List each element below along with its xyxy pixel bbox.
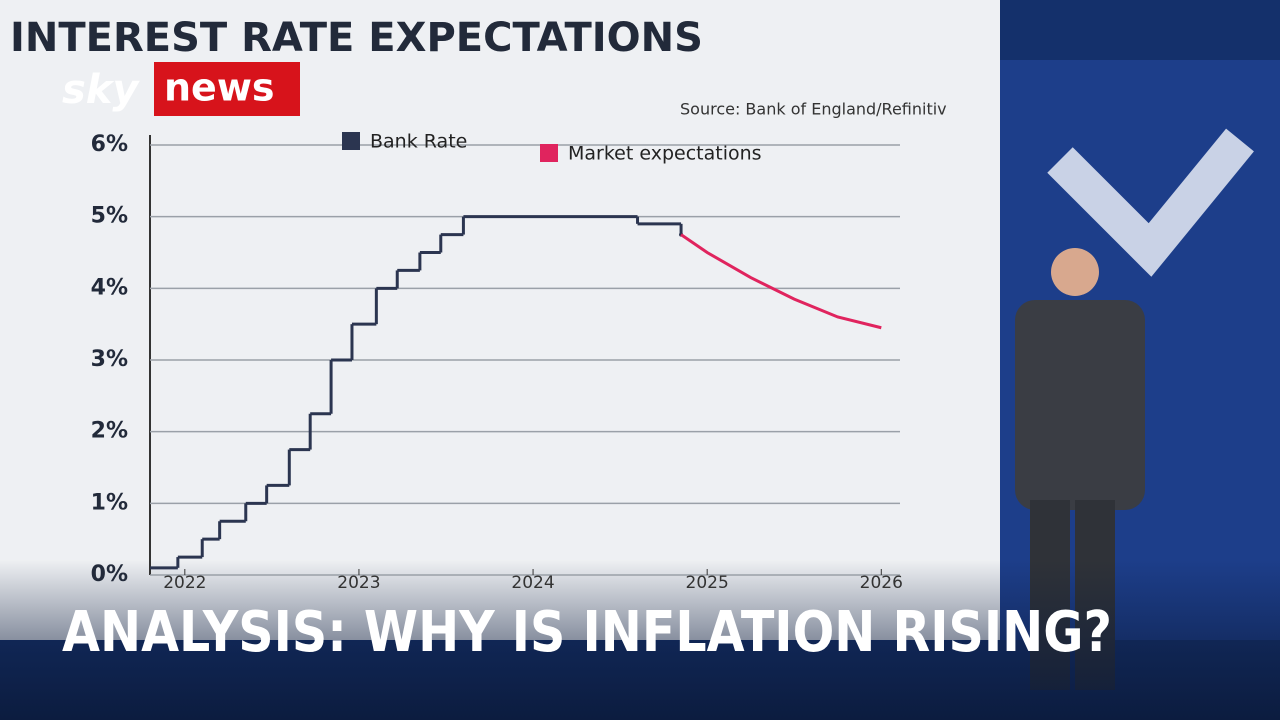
y-tick-label: 5% <box>91 204 128 229</box>
y-tick-label: 3% <box>91 347 128 372</box>
x-tick-label: 2024 <box>511 573 554 593</box>
chart-title: INTEREST RATE EXPECTATIONS <box>10 15 703 61</box>
line <box>680 233 882 330</box>
x-tick-label: 2026 <box>860 573 903 593</box>
y-tick-label: 2% <box>91 419 128 444</box>
screen <box>0 0 1000 640</box>
x-tick-label: 2022 <box>163 573 206 593</box>
y-tick-label: 0% <box>91 562 128 587</box>
legend-swatch <box>540 144 558 162</box>
logo-news: news <box>164 66 275 110</box>
y-tick-label: 4% <box>91 275 128 300</box>
banner-shade <box>0 560 1280 720</box>
chart: INTEREST RATE EXPECTATIONS Source: Bank … <box>10 15 947 593</box>
legend-label: Market expectations <box>568 143 762 165</box>
chart-source: Source: Bank of England/Refinitiv <box>680 100 947 119</box>
logo-box <box>154 62 300 116</box>
arrow-graphic <box>1047 128 1254 277</box>
y-tick-label: 1% <box>91 490 128 515</box>
banner: ANALYSIS: WHY IS INFLATION RISING? <box>62 600 1112 665</box>
x-tick-label: 2023 <box>337 573 380 593</box>
legend-swatch <box>342 132 360 150</box>
legend-label: Bank Rate <box>370 131 467 153</box>
x-tick-label: 2025 <box>686 573 729 593</box>
logo-sky: sky <box>62 67 140 113</box>
y-tick-label: 6% <box>91 132 128 157</box>
